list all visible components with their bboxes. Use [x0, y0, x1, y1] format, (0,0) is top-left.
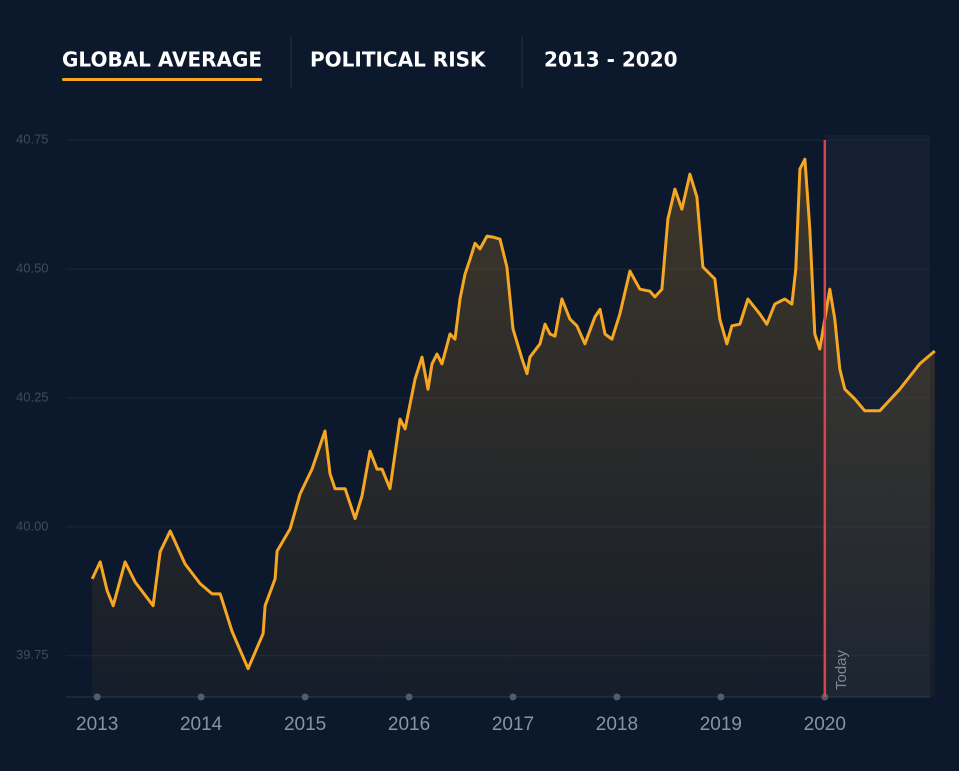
- y-tick-label: 40.25: [16, 389, 49, 404]
- y-tick-label: 39.75: [16, 647, 49, 662]
- tab[interactable]: 2013 - 2020: [544, 48, 678, 72]
- x-tick-label: 2014: [180, 714, 223, 735]
- y-tick-label: 40.75: [16, 132, 49, 147]
- x-tick-label: 2019: [700, 714, 742, 735]
- x-tick-label: 2013: [76, 714, 118, 735]
- x-tick-label: 2018: [596, 714, 638, 735]
- active-tab-underline: [62, 78, 263, 81]
- y-tick-label: 40.50: [16, 260, 49, 275]
- today-label: Today: [833, 649, 850, 690]
- line: [90, 157, 936, 671]
- tab[interactable]: POLITICAL RISK: [310, 48, 487, 72]
- tab[interactable]: GLOBAL AVERAGE: [62, 48, 262, 72]
- area: [92, 159, 935, 697]
- x-tick-label: 2015: [284, 714, 326, 735]
- x-tick-label: 2017: [492, 714, 534, 735]
- y-tick-label: 40.00: [16, 518, 49, 533]
- x-tick-label: 2020: [804, 714, 846, 735]
- x-tick-label: 2016: [388, 714, 430, 735]
